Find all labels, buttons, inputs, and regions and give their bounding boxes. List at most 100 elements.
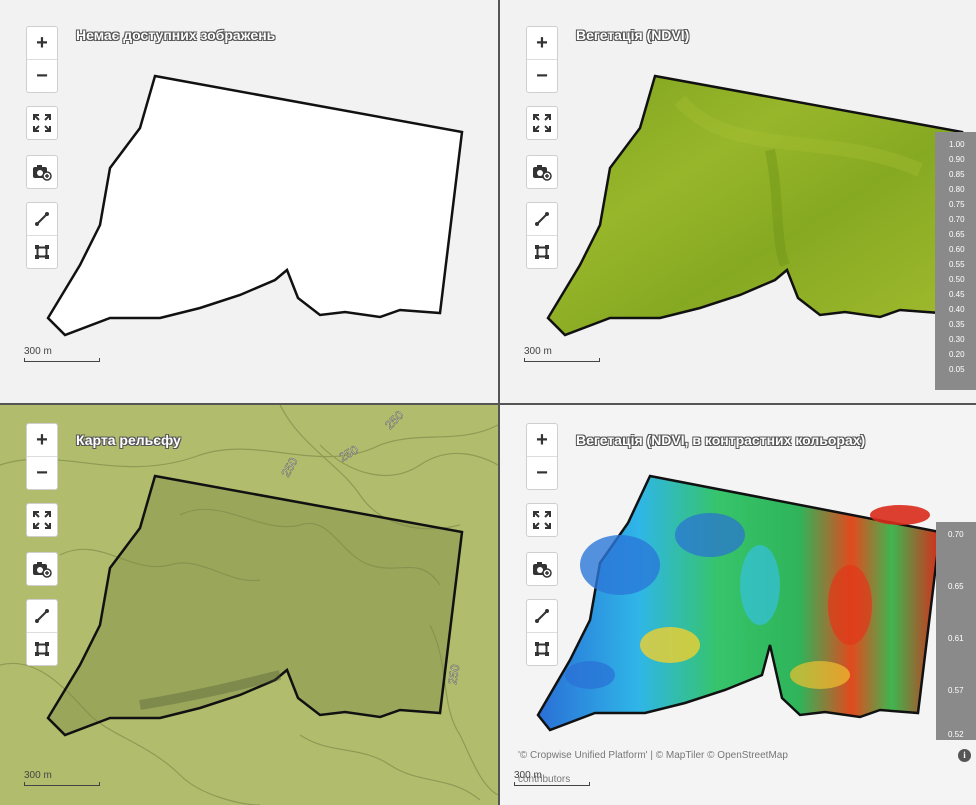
legend-label: 0.57 [948,686,964,695]
fullscreen-control [526,106,558,140]
legend-label: 0.50 [949,275,965,284]
field-boundary [46,74,464,337]
field-ndvi-fill [546,74,964,337]
scale-bar: 300 m [24,346,100,362]
screenshot-control [26,552,58,586]
measure-area-button[interactable] [27,632,57,665]
scale-line [24,782,100,786]
zoom-in-button[interactable]: + [36,31,48,54]
panel-title: Карта рельєфу [76,432,181,448]
screenshot-control [26,155,58,189]
legend-label: 0.61 [948,634,964,643]
measure-line-icon [35,609,49,623]
scale-label: 300 m [24,770,52,781]
legend-label: 0.05 [949,365,965,374]
scale-bar: 300 m [514,770,590,786]
scale-bar: 300 m [24,770,100,786]
legend-label: 0.65 [949,230,965,239]
measure-controls [526,202,558,269]
camera-add-icon [33,562,52,578]
polygon-area-icon [535,245,549,259]
measure-area-button[interactable] [527,632,557,665]
legend-label: 0.70 [948,530,964,539]
legend-label: 0.70 [949,215,965,224]
scale-line [514,782,590,786]
ndvi-legend: 1.00 0.90 0.85 0.80 0.75 0.70 0.65 0.60 … [935,132,976,390]
scale-line [24,358,100,362]
legend-label: 0.20 [949,350,965,359]
camera-add-icon [533,165,552,181]
legend-label: 1.00 [949,140,965,149]
contour-label: 250 [445,663,462,685]
polygon-area-icon [35,642,49,656]
legend-label: 0.80 [949,185,965,194]
measure-line-icon [535,212,549,226]
zoom-in-button[interactable]: + [36,428,48,451]
panel-title: Немає доступних зображень [76,27,276,43]
fullscreen-control [26,503,58,537]
measure-distance-button[interactable] [27,600,57,632]
fullscreen-button[interactable] [527,504,557,536]
legend-label: 0.90 [949,155,965,164]
legend-label: 0.85 [949,170,965,179]
panel-divider-vertical [498,0,500,805]
measure-area-button[interactable] [527,235,557,268]
attribution-text[interactable]: '© Cropwise Unified Platform' | © MapTil… [518,750,788,761]
zoom-out-button[interactable]: − [527,59,557,92]
measure-line-icon [35,212,49,226]
fullscreen-icon [533,114,551,132]
relief-map: 250 250 250 250 [0,405,498,805]
legend-label: 0.45 [949,290,965,299]
screenshot-button[interactable] [27,553,57,585]
measure-controls [26,202,58,269]
legend-label: 0.30 [949,335,965,344]
polygon-area-icon [535,642,549,656]
legend-label: 0.55 [949,260,965,269]
map-panel-no-images[interactable]: Немає доступних зображень + − 300 m [0,0,498,403]
fullscreen-button[interactable] [27,504,57,536]
panel-title: Вегетація (NDVI) [576,27,690,43]
zoom-in-button[interactable]: + [536,428,548,451]
legend-label: 0.60 [949,245,965,254]
zoom-controls: + − [26,423,58,490]
scale-line [524,358,600,362]
screenshot-button[interactable] [527,553,557,585]
measure-area-button[interactable] [27,235,57,268]
zoom-controls: + − [526,423,558,490]
fullscreen-button[interactable] [527,107,557,139]
zoom-out-button[interactable]: − [27,59,57,92]
screenshot-control [526,155,558,189]
zoom-out-button[interactable]: − [527,456,557,489]
measure-distance-button[interactable] [527,600,557,632]
fullscreen-icon [533,511,551,529]
legend-label: 0.65 [948,582,964,591]
attribution-contributors[interactable]: contributors [518,774,571,785]
scale-label: 300 m [524,346,552,357]
screenshot-button[interactable] [27,156,57,188]
legend-label: 0.75 [949,200,965,209]
info-icon[interactable]: i [958,749,971,762]
camera-add-icon [533,562,552,578]
measure-distance-button[interactable] [27,203,57,235]
map-panel-ndvi-contrast[interactable]: 0.70 0.65 0.61 0.57 0.52 Вегетація (NDVI… [500,405,976,805]
screenshot-button[interactable] [527,156,557,188]
panel-title: Вегетація (NDVI, в контрастних кольорах) [576,432,866,448]
map-panel-relief[interactable]: 250 250 250 250 Карта рельєфу + − [0,405,498,805]
zoom-in-button[interactable]: + [536,31,548,54]
scale-label: 300 m [514,770,542,781]
fullscreen-button[interactable] [27,107,57,139]
field-map [546,74,964,390]
legend-label: 0.52 [948,730,964,739]
legend-label: 0.40 [949,305,965,314]
map-attribution: '© Cropwise Unified Platform' | © MapTil… [518,750,788,785]
map-panel-ndvi[interactable]: 1.00 0.90 0.85 0.80 0.75 0.70 0.65 0.60 … [500,0,976,403]
fullscreen-control [26,106,58,140]
measure-distance-button[interactable] [527,203,557,235]
contrast-legend: 0.70 0.65 0.61 0.57 0.52 [936,522,976,740]
fullscreen-icon [33,511,51,529]
fullscreen-icon [33,114,51,132]
field-map [46,74,464,337]
polygon-area-icon [35,245,49,259]
zoom-out-button[interactable]: − [27,456,57,489]
measure-line-icon [535,609,549,623]
